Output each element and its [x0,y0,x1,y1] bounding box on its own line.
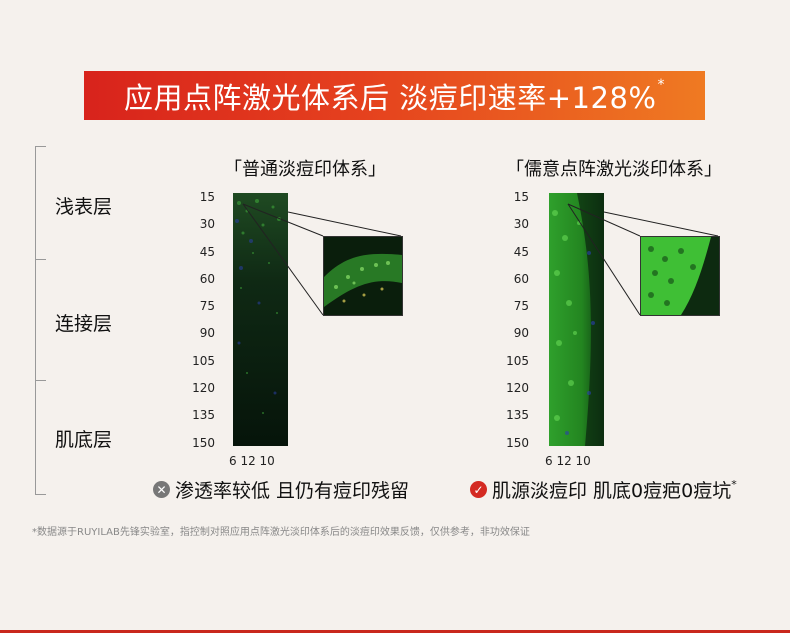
microscopy-strip-standard [233,193,288,446]
depth-tick: 150 [506,435,529,450]
result-laser-text: 肌源淡痘印 肌底0痘疤0痘坑 [492,480,732,502]
result-standard-text: 渗透率较低 且仍有痘印残留 [175,480,410,502]
panel-title-laser: 「儒意点阵激光淡印体系」 [506,159,722,180]
depth-tick: 90 [199,326,215,341]
depth-tick: 90 [513,326,529,341]
disclaimer-footnote: *数据源于RUYILAB先锋实验室，指控制对照应用点阵激光淡印体系后的淡痘印效果… [32,527,530,538]
bottom-accent-bar [0,630,790,633]
depth-tick: 75 [199,299,215,314]
depth-tick: 30 [199,217,215,232]
depth-tick: 120 [192,381,215,396]
depth-axis-standard: 15 30 45 60 75 90 105 120 135 150 [185,190,215,463]
cross-icon: ✕ [153,481,170,498]
headline-banner: 应用点阵激光体系后 淡痘印速率+128% * [84,71,705,120]
depth-tick: 60 [513,271,529,286]
layer-bracket-junction [35,259,46,381]
depth-tick: 45 [199,244,215,259]
depth-tick: 135 [192,408,215,423]
check-icon: ✓ [470,481,487,498]
depth-tick: 105 [506,353,529,368]
depth-tick: 120 [506,381,529,396]
panel-title-standard: 「普通淡痘印体系」 [224,159,386,180]
depth-tick: 105 [192,353,215,368]
inset-zoom-laser [640,236,720,316]
layer-label-base: 肌底层 [55,429,113,451]
inset-zoom-standard [323,236,403,316]
width-axis-standard: 6 12 10 [229,454,275,468]
depth-axis-laser: 15 30 45 60 75 90 105 120 135 150 [499,190,529,463]
headline-mark: * [657,77,665,93]
depth-tick: 15 [513,190,529,204]
depth-tick: 150 [192,435,215,450]
result-laser-mark: * [731,478,737,491]
layer-bracket-base [35,380,46,495]
depth-tick: 30 [513,217,529,232]
layer-label-junction: 连接层 [55,313,113,335]
layer-label-superficial: 浅表层 [55,196,113,218]
depth-tick: 60 [199,271,215,286]
headline-text: 应用点阵激光体系后 淡痘印速率+128% [124,80,657,115]
layer-bracket-superficial [35,146,46,260]
depth-tick: 135 [506,408,529,423]
width-axis-laser: 6 12 10 [545,454,591,468]
microscopy-strip-laser [549,193,604,446]
result-laser: ✓ 肌源淡痘印 肌底0痘疤0痘坑 * [470,476,737,503]
result-standard: ✕ 渗透率较低 且仍有痘印残留 [153,476,409,503]
depth-tick: 15 [199,190,215,204]
depth-tick: 45 [513,244,529,259]
depth-tick: 75 [513,299,529,314]
